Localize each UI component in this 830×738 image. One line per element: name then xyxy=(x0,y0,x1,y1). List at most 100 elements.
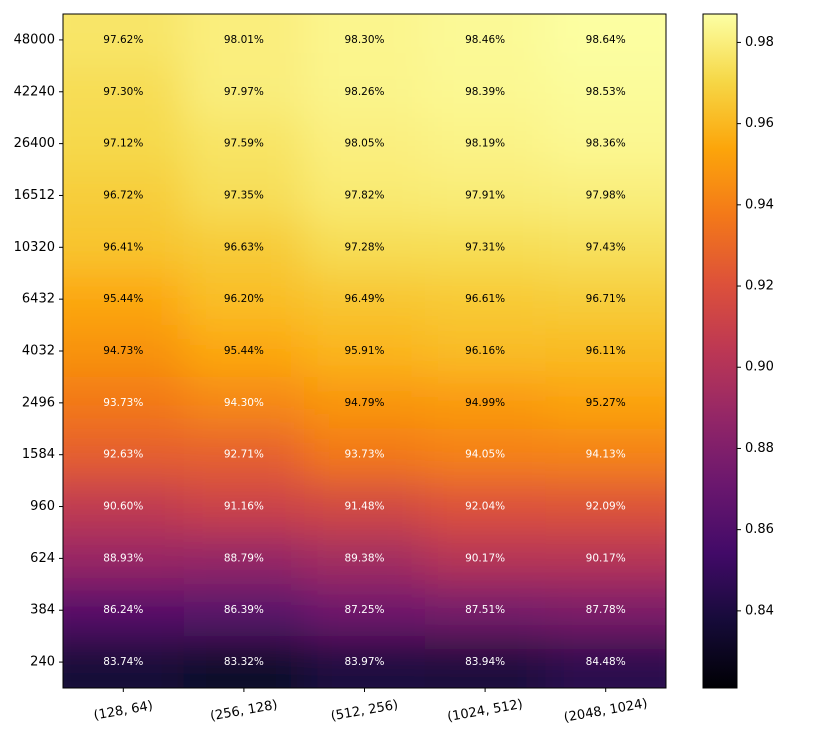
heatmap-cell xyxy=(304,428,426,482)
cell-value-label: 96.63% xyxy=(224,241,264,253)
cell-value-label: 88.79% xyxy=(224,552,264,564)
heatmap-cell xyxy=(63,376,185,430)
cell-value-label: 97.43% xyxy=(586,241,626,253)
cell-value-label: 98.46% xyxy=(465,34,505,46)
heatmap-cell xyxy=(424,14,547,67)
heatmap-cell xyxy=(545,480,666,534)
heatmap-cell xyxy=(63,325,185,378)
heatmap-cell xyxy=(545,325,666,378)
cell-value-label: 95.27% xyxy=(586,397,626,409)
cell-value-label: 83.94% xyxy=(465,656,505,668)
plot-area: 97.62% 98.01% 98.30% 98.46% 98.64% 97.30% 97.9… xyxy=(62,13,667,689)
y-tick-label: 1584 xyxy=(22,447,55,462)
colorbar-tick-label: 0.94 xyxy=(745,197,774,212)
cell-value-label: 94.05% xyxy=(465,449,505,461)
cell-value-label: 97.31% xyxy=(465,241,505,253)
cell-value-label: 95.44% xyxy=(103,293,143,305)
cell-value-label: 97.62% xyxy=(103,34,143,46)
cell-value-label: 97.97% xyxy=(224,86,264,98)
x-tick-label: (128, 64) xyxy=(93,698,154,723)
heatmap-cell xyxy=(545,14,666,67)
cell-value-label: 94.73% xyxy=(103,345,143,357)
heatmap-cell xyxy=(545,221,666,275)
cell-value-label: 96.11% xyxy=(586,345,626,357)
cell-value-label: 98.26% xyxy=(344,86,384,98)
cell-value-label: 98.05% xyxy=(344,138,384,150)
heatmap-cell xyxy=(424,532,547,586)
cell-value-label: 94.13% xyxy=(586,449,626,461)
heatmap-cell xyxy=(304,273,426,327)
cell-value-label: 87.51% xyxy=(465,604,505,616)
heatmap-cell xyxy=(424,65,547,119)
heatmap-cell xyxy=(545,584,666,638)
cell-value-label: 98.39% xyxy=(465,86,505,98)
heatmap-cell xyxy=(304,480,426,534)
heatmap-cell xyxy=(424,117,547,171)
heatmap-cell xyxy=(424,221,547,275)
heatmap-cell xyxy=(183,480,306,534)
cell-value-label: 88.93% xyxy=(103,552,143,564)
cell-value-label: 92.04% xyxy=(465,501,505,513)
cell-value-label: 92.63% xyxy=(103,449,143,461)
heatmap-cell xyxy=(545,169,666,223)
heatmap-cell xyxy=(304,65,426,119)
heatmap-cell xyxy=(183,117,306,171)
heatmap-cell xyxy=(545,273,666,327)
y-tick-label: 6432 xyxy=(22,292,55,307)
cell-value-label: 93.73% xyxy=(103,397,143,409)
heatmap-cell xyxy=(424,636,547,688)
colorbar-tick-label: 0.90 xyxy=(745,360,774,375)
cell-value-label: 92.71% xyxy=(224,449,264,461)
cell-value-label: 83.74% xyxy=(103,656,143,668)
colorbar-frame xyxy=(702,13,738,689)
cell-value-label: 97.30% xyxy=(103,86,143,98)
x-tick-label: (256, 128) xyxy=(209,698,279,725)
cell-value-label: 97.82% xyxy=(344,189,384,201)
cell-value-label: 94.30% xyxy=(224,397,264,409)
heatmap-cell xyxy=(545,532,666,586)
cell-value-label: 98.53% xyxy=(586,86,626,98)
x-tick-label: (2048, 1024) xyxy=(563,696,649,725)
heatmap-cell xyxy=(63,65,185,119)
heatmap-cell xyxy=(183,325,306,378)
heatmap-cell xyxy=(304,636,426,688)
heatmap-cell xyxy=(183,14,306,67)
colorbar-tick-label: 0.86 xyxy=(745,522,774,537)
heatmap-cell xyxy=(63,117,185,171)
cell-value-label: 92.09% xyxy=(586,501,626,513)
cell-value-label: 97.98% xyxy=(586,189,626,201)
heatmap-cell xyxy=(183,221,306,275)
cell-value-label: 90.17% xyxy=(465,552,505,564)
heatmap-cell xyxy=(183,169,306,223)
y-tick-label: 960 xyxy=(30,499,55,514)
heatmap-cell xyxy=(63,428,185,482)
colorbar-ticks: 0.84 0.86 0.88 0.90 0.92 0.94 0.96 0.98 xyxy=(737,35,774,618)
heatmap-cell xyxy=(63,169,185,223)
y-tick-label: 4032 xyxy=(22,344,55,359)
cell-value-label: 96.20% xyxy=(224,293,264,305)
heatmap-cell xyxy=(424,428,547,482)
heatmap-cell xyxy=(304,117,426,171)
colorbar-tick-label: 0.88 xyxy=(745,441,774,456)
y-tick-label: 624 xyxy=(30,551,55,566)
heatmap-cell xyxy=(304,584,426,638)
colorbar-gradient xyxy=(703,14,737,688)
cell-value-label: 97.91% xyxy=(465,189,505,201)
cell-value-label: 84.48% xyxy=(586,656,626,668)
cell-value-label: 86.39% xyxy=(224,604,264,616)
cell-value-label: 97.59% xyxy=(224,138,264,150)
heatmap-cell xyxy=(63,480,185,534)
heatmap-cell xyxy=(304,14,426,67)
heatmap-cell xyxy=(183,65,306,119)
heatmap-cell xyxy=(304,221,426,275)
cell-value-label: 96.49% xyxy=(344,293,384,305)
cell-value-label: 91.48% xyxy=(344,501,384,513)
cell-value-label: 87.25% xyxy=(344,604,384,616)
cell-value-label: 95.44% xyxy=(224,345,264,357)
cell-value-label: 89.38% xyxy=(344,552,384,564)
heatmap-cell xyxy=(183,376,306,430)
cell-value-label: 97.35% xyxy=(224,189,264,201)
cell-value-label: 93.73% xyxy=(344,449,384,461)
heatmap-cell xyxy=(545,376,666,430)
